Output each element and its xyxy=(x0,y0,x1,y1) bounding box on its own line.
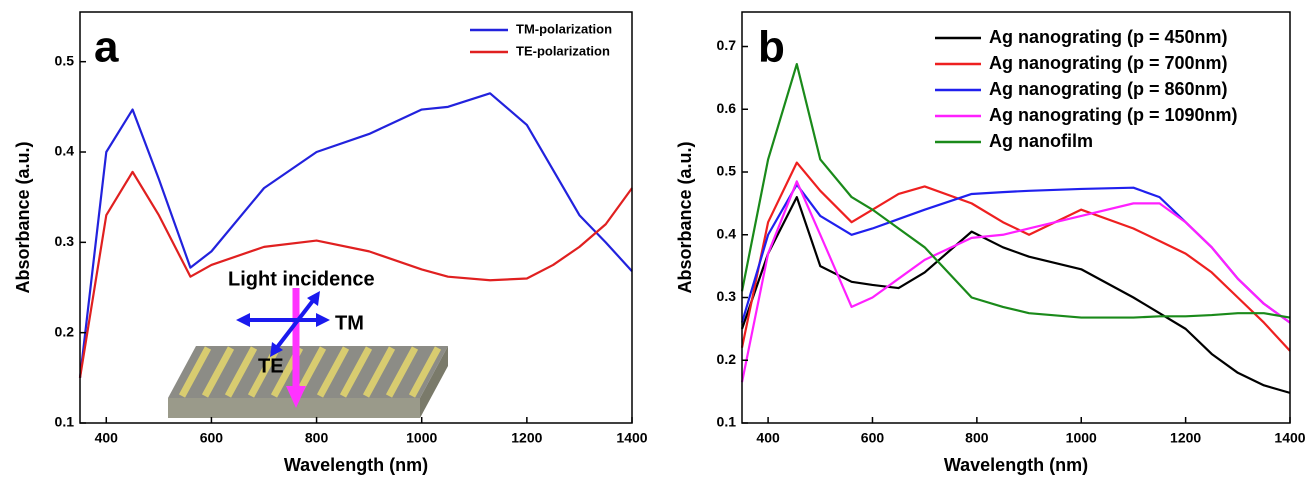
legend-label: Ag nanograting (p = 1090nm) xyxy=(989,105,1238,125)
y-tick-label: 0.2 xyxy=(55,323,75,339)
plot-frame xyxy=(741,11,1291,424)
y-tick-label: 0.5 xyxy=(55,52,75,68)
y-tick-label: 0.1 xyxy=(55,414,75,430)
legend-label: Ag nanograting (p = 450nm) xyxy=(989,27,1228,47)
legend-label: Ag nanograting (p = 700nm) xyxy=(989,53,1228,73)
legend-label: Ag nanograting (p = 860nm) xyxy=(989,79,1228,99)
y-axis-title: Absorbance (a.u.) xyxy=(675,141,695,293)
panel-label: a xyxy=(94,23,119,72)
y-tick-label: 0.5 xyxy=(717,163,737,179)
x-axis-title: Wavelength (nm) xyxy=(284,455,428,475)
data-line xyxy=(740,161,1291,352)
grating-illustration xyxy=(168,288,448,418)
annotation: TM xyxy=(335,312,364,334)
y-tick-label: 0.3 xyxy=(717,288,737,304)
x-tick-label: 400 xyxy=(756,430,780,446)
data-line xyxy=(78,92,633,378)
y-tick-label: 0.4 xyxy=(717,225,737,241)
legend-label: TE-polarization xyxy=(516,43,610,58)
x-tick-label: 1000 xyxy=(406,430,437,446)
y-tick-label: 0.4 xyxy=(55,143,75,159)
data-line xyxy=(740,62,1291,319)
x-tick-label: 600 xyxy=(200,430,224,446)
x-axis-title: Wavelength (nm) xyxy=(944,455,1088,475)
legend-label: Ag nanofilm xyxy=(989,131,1093,151)
y-tick-label: 0.6 xyxy=(717,100,737,116)
x-tick-label: 800 xyxy=(305,430,329,446)
y-tick-label: 0.3 xyxy=(55,233,75,249)
data-line xyxy=(740,183,1291,324)
panel-label: b xyxy=(758,23,785,72)
y-tick-label: 0.1 xyxy=(717,414,737,430)
y-tick-label: 0.7 xyxy=(717,37,737,53)
y-axis-title: Absorbance (a.u.) xyxy=(13,141,33,293)
data-line xyxy=(740,196,1291,394)
x-tick-label: 1400 xyxy=(616,430,647,446)
x-tick-label: 1400 xyxy=(1274,430,1305,446)
y-tick-label: 0.2 xyxy=(717,351,737,367)
x-tick-label: 800 xyxy=(965,430,989,446)
plot-frame xyxy=(79,11,633,424)
x-tick-label: 1200 xyxy=(1170,430,1201,446)
legend-label: TM-polarization xyxy=(516,21,612,36)
x-tick-label: 600 xyxy=(861,430,885,446)
annotation: TE xyxy=(258,355,284,377)
x-tick-label: 1200 xyxy=(511,430,542,446)
data-line xyxy=(78,170,633,379)
data-line xyxy=(740,180,1291,383)
x-tick-label: 1000 xyxy=(1066,430,1097,446)
x-tick-label: 400 xyxy=(95,430,119,446)
annotation: Light incidence xyxy=(228,268,375,290)
